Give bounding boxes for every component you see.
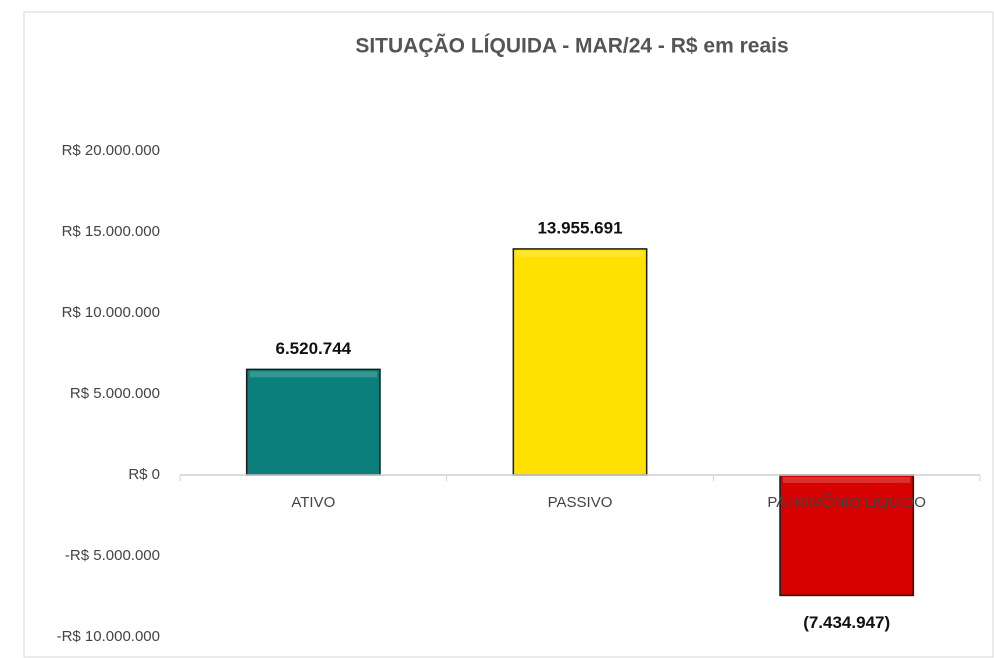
x-tick-label: PATRIMÔNIO LÍQUIDO — [767, 494, 926, 511]
value-label: 13.955.691 — [537, 218, 622, 237]
y-tick-label: -R$ 10.000.000 — [57, 628, 160, 645]
bar-highlight — [249, 371, 377, 378]
chart-title: SITUAÇÃO LÍQUIDA - MAR/24 - R$ em reais — [355, 35, 788, 58]
y-tick-label: R$ 10.000.000 — [62, 304, 160, 321]
y-tick-label: R$ 15.000.000 — [62, 223, 160, 240]
value-label: 6.520.744 — [276, 339, 352, 358]
bar — [512, 248, 648, 476]
y-tick-label: R$ 0 — [128, 466, 160, 483]
value-label: (7.434.947) — [803, 613, 890, 632]
bar-highlight — [783, 477, 911, 483]
x-tick-label: PASSIVO — [548, 494, 613, 511]
y-tick-label: R$ 20.000.000 — [62, 142, 160, 159]
bar — [779, 474, 915, 597]
bar — [245, 368, 381, 476]
y-tick-label: R$ 5.000.000 — [70, 385, 160, 402]
y-tick-label: -R$ 5.000.000 — [65, 547, 160, 564]
x-tick-label: ATIVO — [291, 494, 335, 511]
bar-highlight — [516, 250, 644, 257]
